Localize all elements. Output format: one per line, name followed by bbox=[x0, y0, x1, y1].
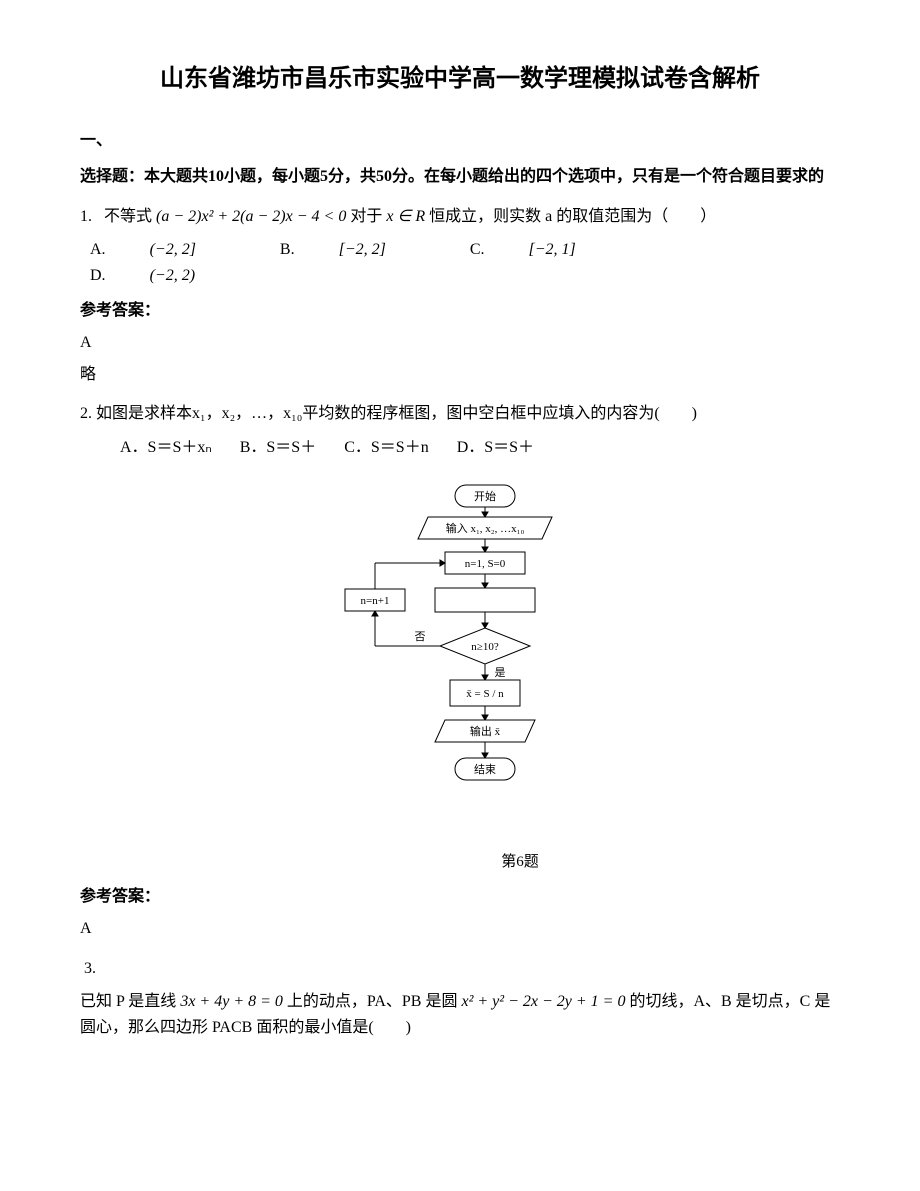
q3-text-a: 已知 P 是直线 bbox=[80, 993, 176, 1010]
q2-optB: B．S＝S＋ bbox=[240, 435, 316, 461]
q3-formula-b: x² + y² − 2x − 2y + 1 = 0 bbox=[461, 993, 625, 1010]
question-1: 1. 不等式 (a − 2)x² + 2(a − 2)x − 4 < 0 对于 … bbox=[80, 204, 840, 230]
q1-formula-b: x ∈ R bbox=[386, 208, 425, 225]
q2-answer-label: 参考答案： bbox=[80, 884, 840, 910]
q1-answer-label: 参考答案： bbox=[80, 298, 840, 324]
q2-number: 2. bbox=[80, 405, 96, 422]
fc-no: 否 bbox=[415, 631, 426, 643]
flowchart-diagram: 开始 输入 x₁, x₂, …x₁₀ n=1, S=0 n≥10? 否 n=n+… bbox=[320, 480, 600, 840]
q2-options: A．S＝S＋xₙ B．S＝S＋ C．S＝S＋n D．S＝S＋ bbox=[120, 435, 840, 461]
q1-answer: A bbox=[80, 330, 840, 356]
q2-answer: A bbox=[80, 916, 840, 942]
q3-formula-a: 3x + 4y + 8 = 0 bbox=[180, 993, 283, 1010]
q3-text-b: 上的动点，PA、PB 是圆 bbox=[287, 993, 458, 1010]
fc-yes: 是 bbox=[495, 666, 506, 679]
q1-options: A. (−2, 2] B. [−2, 2] C. [−2, 1] D. (−2,… bbox=[90, 237, 840, 288]
fc-start: 开始 bbox=[474, 489, 496, 503]
section-one-instructions: 选择题：本大题共10小题，每小题5分，共50分。在每小题给出的四个选项中，只有是… bbox=[80, 164, 840, 190]
q1-text-c: 恒成立，则实数 a 的取值范围为（ ） bbox=[429, 208, 716, 225]
q1-optB-label: B. bbox=[280, 237, 295, 263]
q3-number: 3. bbox=[84, 960, 96, 977]
fc-inc: n=n+1 bbox=[361, 595, 390, 607]
q1-optA: (−2, 2] bbox=[150, 237, 196, 263]
q1-number: 1. bbox=[80, 208, 92, 225]
q1-optA-label: A. bbox=[90, 237, 106, 263]
fc-end: 结束 bbox=[474, 763, 496, 776]
q1-optB: [−2, 2] bbox=[339, 237, 386, 263]
q1-text-a: 不等式 bbox=[104, 208, 152, 225]
fc-init: n=1, S=0 bbox=[465, 558, 506, 570]
q1-optD-label: D. bbox=[90, 263, 106, 289]
fc-mean: x̄ = S / n bbox=[466, 688, 504, 700]
flowchart-caption: 第6题 bbox=[200, 850, 840, 874]
q1-note: 略 bbox=[80, 362, 840, 388]
page-title: 山东省潍坊市昌乐市实验中学高一数学理模拟试卷含解析 bbox=[80, 60, 840, 98]
section-one-label: 一、 bbox=[80, 128, 840, 154]
question-2: 2. 如图是求样本x₁，x₂，…，x₁₀平均数的程序框图，图中空白框中应填入的内… bbox=[80, 401, 840, 427]
q1-formula: (a − 2)x² + 2(a − 2)x − 4 < 0 bbox=[156, 208, 346, 225]
fc-input: 输入 x₁, x₂, …x₁₀ bbox=[446, 521, 525, 535]
q1-optD: (−2, 2) bbox=[150, 263, 195, 289]
q1-optC-label: C. bbox=[470, 237, 485, 263]
q2-optD: D．S＝S＋ bbox=[457, 435, 534, 461]
question-3-body: 已知 P 是直线 3x + 4y + 8 = 0 上的动点，PA、PB 是圆 x… bbox=[80, 989, 840, 1040]
q1-optC: [−2, 1] bbox=[529, 237, 576, 263]
q2-optA: A．S＝S＋xₙ bbox=[120, 435, 212, 461]
q1-text-b: 对于 bbox=[350, 208, 382, 225]
question-3-num: 3. bbox=[80, 956, 840, 982]
q2-text: 如图是求样本x₁，x₂，…，x₁₀平均数的程序框图，图中空白框中应填入的内容为(… bbox=[96, 405, 697, 422]
fc-output: 输出 x̄ bbox=[470, 724, 501, 738]
fc-cond: n≥10? bbox=[471, 641, 499, 653]
q2-optC: C．S＝S＋n bbox=[344, 435, 428, 461]
